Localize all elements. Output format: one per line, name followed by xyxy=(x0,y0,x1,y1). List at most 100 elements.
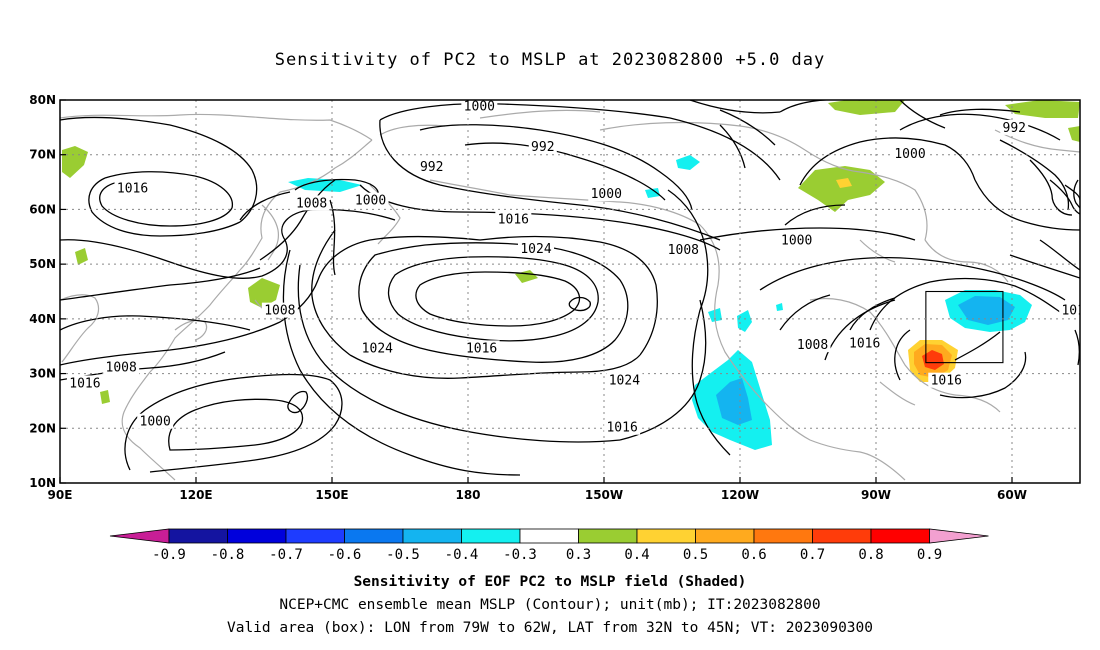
contour-label-bg xyxy=(352,192,389,208)
contour-label-bg xyxy=(928,372,965,388)
contour-label-bg xyxy=(359,340,396,356)
contour-label: 1016 xyxy=(931,374,962,389)
colorbar-segment xyxy=(870,528,930,544)
shade-yellow-region xyxy=(836,178,852,188)
shade-green-region xyxy=(1068,126,1080,142)
y-tick-label: 10N xyxy=(29,476,56,490)
contour-label-bg xyxy=(137,413,174,429)
colorbar-label: -0.9 xyxy=(152,547,186,563)
contour-label-bg xyxy=(114,180,151,196)
shade-green-region xyxy=(62,146,88,178)
x-tick-label: 150E xyxy=(315,488,348,502)
contour-label: 1008 xyxy=(106,361,137,376)
contour-label: 1016 xyxy=(117,182,148,197)
colorbar-label: 0.9 xyxy=(917,547,942,563)
contour-label-bg xyxy=(261,302,298,318)
x-tick-label: 180 xyxy=(455,488,480,502)
colorbar-label: -0.3 xyxy=(503,547,537,563)
contour-label-bg xyxy=(463,340,500,356)
shade-cyan-region xyxy=(776,303,783,311)
contour-label-bg xyxy=(417,158,446,174)
x-tick-label: 150W xyxy=(585,488,623,502)
colorbar-label: -0.6 xyxy=(328,547,362,563)
colorbar-min-triangle xyxy=(109,528,170,544)
contour-label: 1008 xyxy=(668,243,699,258)
shade-cyan-region xyxy=(645,188,660,198)
colorbar: -0.9 -0.8 -0.7 -0.6 -0.5 -0.4 -0.3 0.3 0.4 0.5 0.6… xyxy=(109,528,989,563)
colorbar-segment xyxy=(402,528,462,544)
valid-area-box xyxy=(925,290,1004,364)
contour-label: 1016 xyxy=(466,341,497,356)
y-axis: 80N 70N 60N 50N 40N 30N 20N 10N xyxy=(29,93,66,490)
caption-shaded: Sensitivity of EOF PC2 to MSLP field (Sh… xyxy=(353,574,747,590)
x-tick-label: 90W xyxy=(861,488,891,502)
x-axis: 90E 120E 150E 180 150W 120W 90W 60W xyxy=(48,477,1027,502)
colorbar-segment xyxy=(636,528,696,544)
contour-label-bg xyxy=(293,195,330,211)
contour-label: 1008 xyxy=(264,304,295,319)
contour-label-bg xyxy=(604,419,641,435)
x-tick-label: 90E xyxy=(48,488,73,502)
contour-label: 1016 xyxy=(69,376,100,391)
contour-label: 101 xyxy=(1061,304,1084,319)
colorbar-label: 0.5 xyxy=(683,547,708,563)
contour-label: 1016 xyxy=(606,421,637,436)
x-tick-label: 120E xyxy=(179,488,212,502)
colorbar-segment xyxy=(519,528,579,544)
y-tick-label: 60N xyxy=(29,202,56,216)
contour-label-bg xyxy=(892,146,928,162)
contour-label: 1000 xyxy=(591,187,622,202)
contour-label: 1000 xyxy=(355,194,386,209)
x-tick-label: 120W xyxy=(721,488,759,502)
contour-label: 1008 xyxy=(296,196,327,211)
shade-green-region xyxy=(75,248,88,265)
shaded-regions xyxy=(62,100,1080,450)
colorbar-segment xyxy=(578,528,638,544)
colorbar-segment xyxy=(344,528,404,544)
colorbar-max-triangle xyxy=(929,528,989,544)
contour-label-bg xyxy=(1000,119,1029,135)
contour-label: 992 xyxy=(531,140,554,155)
y-tick-label: 80N xyxy=(29,93,56,107)
contour-label-bg xyxy=(66,375,103,391)
contour-label-bg xyxy=(528,139,557,155)
contour-labels: 1000 992 992 1016 1008 1000 1000 1016 1024 1008 10… xyxy=(66,100,1084,436)
contour-label-bg xyxy=(1059,302,1080,318)
y-tick-label: 40N xyxy=(29,312,56,326)
contour-label-bg xyxy=(665,241,702,257)
contour-label: 992 xyxy=(420,160,443,175)
contour-label-bg xyxy=(794,337,831,353)
shade-cyan-region xyxy=(737,310,752,332)
y-tick-label: 20N xyxy=(29,421,56,435)
contour-label: 1000 xyxy=(781,234,812,249)
colorbar-label: -0.4 xyxy=(445,547,479,563)
y-tick-label: 70N xyxy=(29,148,56,162)
y-tick-label: 30N xyxy=(29,367,56,381)
colorbar-label: 0.3 xyxy=(566,547,591,563)
contour-label-bg xyxy=(103,359,140,375)
contour-label-bg xyxy=(588,186,625,202)
contour-label-bg xyxy=(606,372,643,388)
contour-label: 1000 xyxy=(464,100,495,115)
contour-label: 992 xyxy=(1003,121,1026,136)
caption-valid-area: Valid area (box): LON from 79W to 62W, L… xyxy=(226,620,873,636)
colorbar-segment xyxy=(753,528,813,544)
coastlines xyxy=(60,109,1080,481)
grid-lines xyxy=(60,100,1080,483)
contour-label: 1008 xyxy=(797,338,828,353)
caption-contour: NCEP+CMC ensemble mean MSLP (Contour); u… xyxy=(279,597,821,613)
colorbar-label: 0.7 xyxy=(800,547,825,563)
shade-green-region xyxy=(1005,100,1080,118)
contour-label-bg xyxy=(518,240,554,256)
shade-green-region xyxy=(828,100,905,115)
colorbar-label: -0.8 xyxy=(211,547,245,563)
contour-label: 1024 xyxy=(362,341,393,356)
contour-label: 1016 xyxy=(849,336,880,351)
contour-label-bg xyxy=(846,335,883,351)
shade-cyan-region xyxy=(676,155,700,170)
colorbar-label: 0.4 xyxy=(624,547,649,563)
contour-label: 1000 xyxy=(140,415,171,430)
contour-label-bg xyxy=(495,211,532,227)
contour-label: 1000 xyxy=(894,147,925,162)
